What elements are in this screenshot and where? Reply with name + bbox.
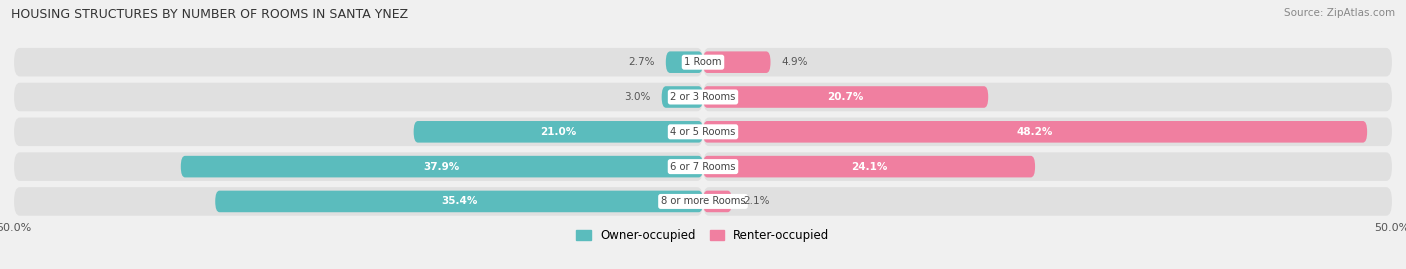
Text: 8 or more Rooms: 8 or more Rooms xyxy=(661,196,745,206)
FancyBboxPatch shape xyxy=(14,118,703,146)
FancyBboxPatch shape xyxy=(14,187,703,216)
FancyBboxPatch shape xyxy=(703,118,1392,146)
FancyBboxPatch shape xyxy=(14,83,703,111)
Text: 48.2%: 48.2% xyxy=(1017,127,1053,137)
Text: 2.7%: 2.7% xyxy=(628,57,655,67)
Text: 6 or 7 Rooms: 6 or 7 Rooms xyxy=(671,162,735,172)
FancyBboxPatch shape xyxy=(703,83,1392,111)
FancyBboxPatch shape xyxy=(703,156,1035,178)
FancyBboxPatch shape xyxy=(703,51,770,73)
Text: 2.1%: 2.1% xyxy=(742,196,769,206)
Text: 4.9%: 4.9% xyxy=(782,57,808,67)
FancyBboxPatch shape xyxy=(703,187,1392,216)
Text: 21.0%: 21.0% xyxy=(540,127,576,137)
FancyBboxPatch shape xyxy=(14,48,703,76)
FancyBboxPatch shape xyxy=(215,191,703,212)
FancyBboxPatch shape xyxy=(413,121,703,143)
Text: HOUSING STRUCTURES BY NUMBER OF ROOMS IN SANTA YNEZ: HOUSING STRUCTURES BY NUMBER OF ROOMS IN… xyxy=(11,8,408,21)
Legend: Owner-occupied, Renter-occupied: Owner-occupied, Renter-occupied xyxy=(572,224,834,247)
FancyBboxPatch shape xyxy=(703,86,988,108)
FancyBboxPatch shape xyxy=(703,121,1367,143)
FancyBboxPatch shape xyxy=(666,51,703,73)
Text: 1 Room: 1 Room xyxy=(685,57,721,67)
FancyBboxPatch shape xyxy=(703,152,1392,181)
FancyBboxPatch shape xyxy=(703,191,733,212)
Text: 20.7%: 20.7% xyxy=(827,92,863,102)
Text: 3.0%: 3.0% xyxy=(624,92,651,102)
FancyBboxPatch shape xyxy=(14,152,703,181)
FancyBboxPatch shape xyxy=(662,86,703,108)
FancyBboxPatch shape xyxy=(703,48,1392,76)
Text: Source: ZipAtlas.com: Source: ZipAtlas.com xyxy=(1284,8,1395,18)
Text: 4 or 5 Rooms: 4 or 5 Rooms xyxy=(671,127,735,137)
Text: 37.9%: 37.9% xyxy=(423,162,460,172)
Text: 2 or 3 Rooms: 2 or 3 Rooms xyxy=(671,92,735,102)
Text: 35.4%: 35.4% xyxy=(441,196,477,206)
Text: 24.1%: 24.1% xyxy=(851,162,887,172)
FancyBboxPatch shape xyxy=(181,156,703,178)
